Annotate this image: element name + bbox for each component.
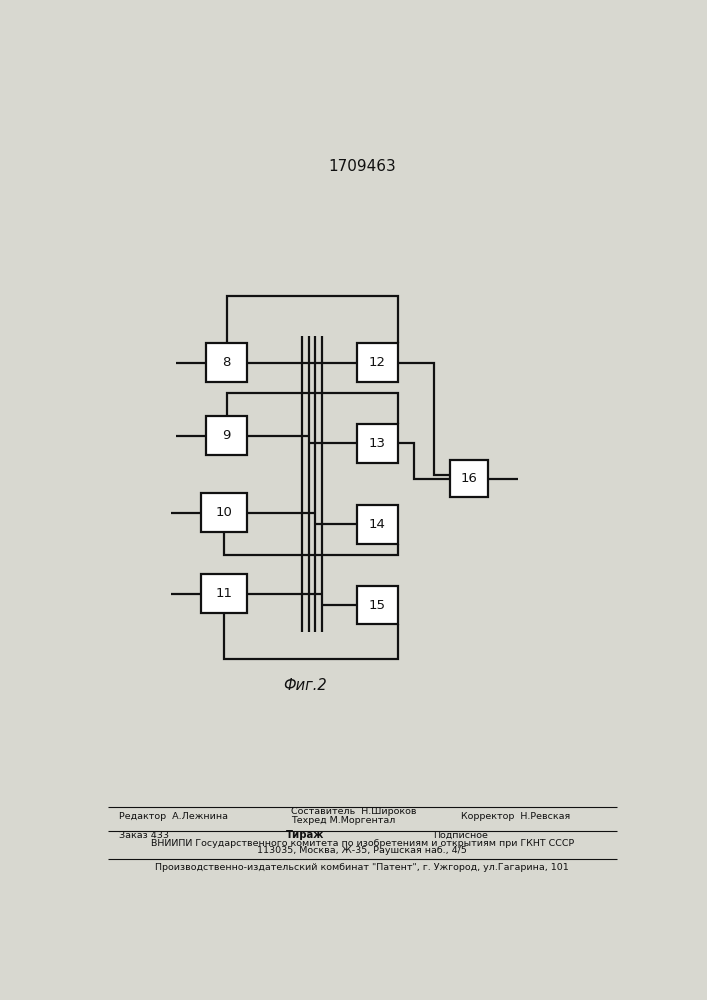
Text: Техред М.Моргентал: Техред М.Моргентал [291,816,395,825]
Text: Заказ 433: Заказ 433 [119,831,168,840]
Text: 1709463: 1709463 [329,159,396,174]
Text: Составитель  Н.Широков: Составитель Н.Широков [291,807,416,816]
Text: Фиг.2: Фиг.2 [283,678,327,693]
Text: Редактор  А.Лежнина: Редактор А.Лежнина [119,812,228,821]
Text: Тираж: Тираж [286,830,324,840]
Text: 9: 9 [223,429,231,442]
Bar [450,460,489,497]
Text: Корректор  Н.Ревская: Корректор Н.Ревская [461,812,571,821]
Text: Производственно-издательский комбинат "Патент", г. Ужгород, ул.Гагарина, 101: Производственно-издательский комбинат "П… [156,863,569,872]
Bar [357,586,398,624]
Text: 16: 16 [461,472,478,485]
Text: 12: 12 [369,356,386,369]
Text: 14: 14 [369,518,386,531]
Bar [357,424,398,463]
Text: 113035, Москва, Ж-35, Раушская наб., 4/5: 113035, Москва, Ж-35, Раушская наб., 4/5 [257,846,467,855]
Text: 8: 8 [223,356,231,369]
Text: 13: 13 [369,437,386,450]
Bar [206,343,247,382]
Bar [206,416,247,455]
Text: 15: 15 [369,599,386,612]
Bar [357,343,398,382]
Text: 10: 10 [216,506,233,519]
Bar [201,493,247,532]
Bar [357,505,398,544]
Text: ВНИИПИ Государственного комитета по изобретениям и открытиям при ГКНТ СССР: ВНИИПИ Государственного комитета по изоб… [151,839,574,848]
Text: Подписное: Подписное [433,831,489,840]
Bar [201,574,247,613]
Text: 11: 11 [216,587,233,600]
